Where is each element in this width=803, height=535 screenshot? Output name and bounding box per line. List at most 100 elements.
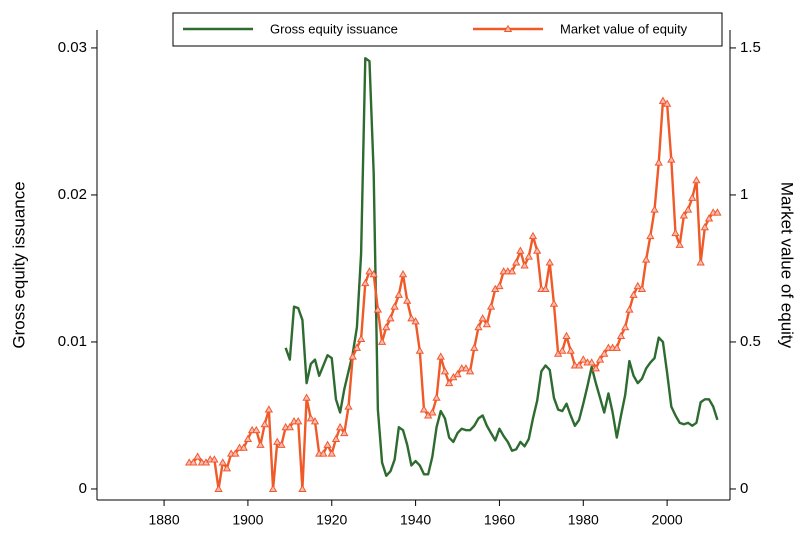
point-marker	[591, 364, 601, 372]
point-marker	[688, 193, 697, 201]
point-marker	[344, 402, 353, 410]
point-marker	[298, 484, 307, 492]
point-marker	[629, 290, 638, 298]
point-marker	[218, 458, 227, 466]
point-marker	[453, 369, 462, 378]
point-marker	[273, 437, 282, 445]
point-marker	[524, 252, 533, 260]
point-marker	[319, 449, 328, 457]
point-marker	[574, 361, 584, 369]
point-marker	[587, 358, 596, 366]
point-marker	[428, 408, 437, 416]
point-marker	[541, 284, 550, 293]
point-marker	[369, 270, 378, 278]
legend-label: Market value of equity	[560, 21, 688, 36]
point-marker	[444, 378, 454, 387]
point-marker	[294, 417, 303, 425]
point-marker	[641, 255, 651, 263]
point-marker	[193, 452, 202, 460]
y-tick-label: 0.03	[58, 39, 87, 56]
point-marker	[386, 314, 395, 322]
point-marker	[415, 346, 424, 354]
x-tick-label: 1920	[316, 512, 347, 528]
point-marker	[252, 425, 261, 434]
point-marker	[323, 440, 332, 448]
point-marker	[214, 484, 223, 492]
point-marker	[566, 346, 575, 354]
point-marker	[243, 434, 253, 442]
point-marker	[671, 228, 680, 237]
point-marker	[331, 434, 341, 442]
point-marker	[562, 331, 571, 340]
point-marker	[361, 278, 370, 287]
point-marker	[377, 337, 387, 345]
point-marker	[356, 334, 366, 342]
y-axis-label: Gross equity issuance	[9, 181, 28, 348]
point-marker	[327, 449, 336, 457]
point-marker	[394, 290, 403, 298]
x-tick-label: 1940	[400, 512, 431, 528]
x-tick-label: 1980	[568, 512, 599, 528]
y2-tick-label: 0	[740, 480, 748, 497]
point-marker	[403, 296, 412, 304]
point-marker	[692, 175, 701, 184]
point-marker	[696, 258, 705, 266]
point-marker	[507, 267, 517, 275]
point-marker	[675, 240, 684, 248]
point-marker	[595, 355, 605, 363]
point-marker	[340, 428, 349, 437]
x-tick-label: 1900	[232, 512, 263, 528]
point-marker	[436, 352, 445, 360]
point-marker	[558, 346, 567, 354]
y2-tick-label: 1	[740, 186, 748, 203]
point-marker	[679, 211, 689, 219]
point-marker	[633, 281, 642, 290]
point-marker	[407, 314, 416, 322]
point-marker	[268, 484, 278, 492]
point-marker	[650, 205, 659, 213]
point-marker	[621, 322, 630, 331]
point-marker	[461, 364, 471, 372]
legend-label: Gross equity issuance	[270, 21, 398, 36]
point-marker	[352, 343, 362, 351]
point-marker	[432, 393, 441, 401]
point-marker	[256, 440, 265, 448]
point-marker	[398, 270, 408, 278]
point-marker	[662, 99, 672, 107]
point-marker	[520, 261, 529, 269]
x-tick-label: 2000	[652, 512, 683, 528]
y2-tick-label: 0.5	[740, 333, 761, 350]
point-marker	[616, 331, 626, 340]
point-marker	[310, 417, 320, 425]
legend-marker	[503, 24, 513, 32]
point-marker	[285, 422, 294, 431]
point-marker	[637, 284, 647, 293]
point-marker	[231, 449, 240, 457]
point-marker	[528, 231, 538, 240]
point-marker	[579, 355, 588, 363]
point-marker	[667, 155, 676, 163]
y2-axis-label: Market value of equity	[778, 182, 797, 349]
x-tick-label: 1880	[148, 512, 179, 528]
point-marker	[600, 349, 609, 357]
point-marker	[390, 302, 399, 310]
series-line	[189, 99, 718, 491]
point-marker	[335, 422, 345, 431]
series-line	[284, 57, 719, 477]
point-marker	[545, 258, 554, 266]
y-tick-label: 0.01	[58, 333, 87, 350]
point-marker	[700, 222, 710, 231]
point-marker	[470, 343, 479, 351]
point-marker	[260, 419, 269, 428]
point-marker	[474, 322, 483, 331]
point-marker	[646, 231, 655, 240]
point-marker	[277, 440, 286, 448]
y2-tick-label: 1.5	[740, 39, 761, 56]
point-marker	[482, 320, 492, 328]
point-marker	[495, 281, 504, 290]
point-marker	[683, 205, 693, 213]
point-marker	[512, 258, 521, 266]
point-marker	[549, 299, 559, 307]
point-marker	[348, 352, 357, 360]
